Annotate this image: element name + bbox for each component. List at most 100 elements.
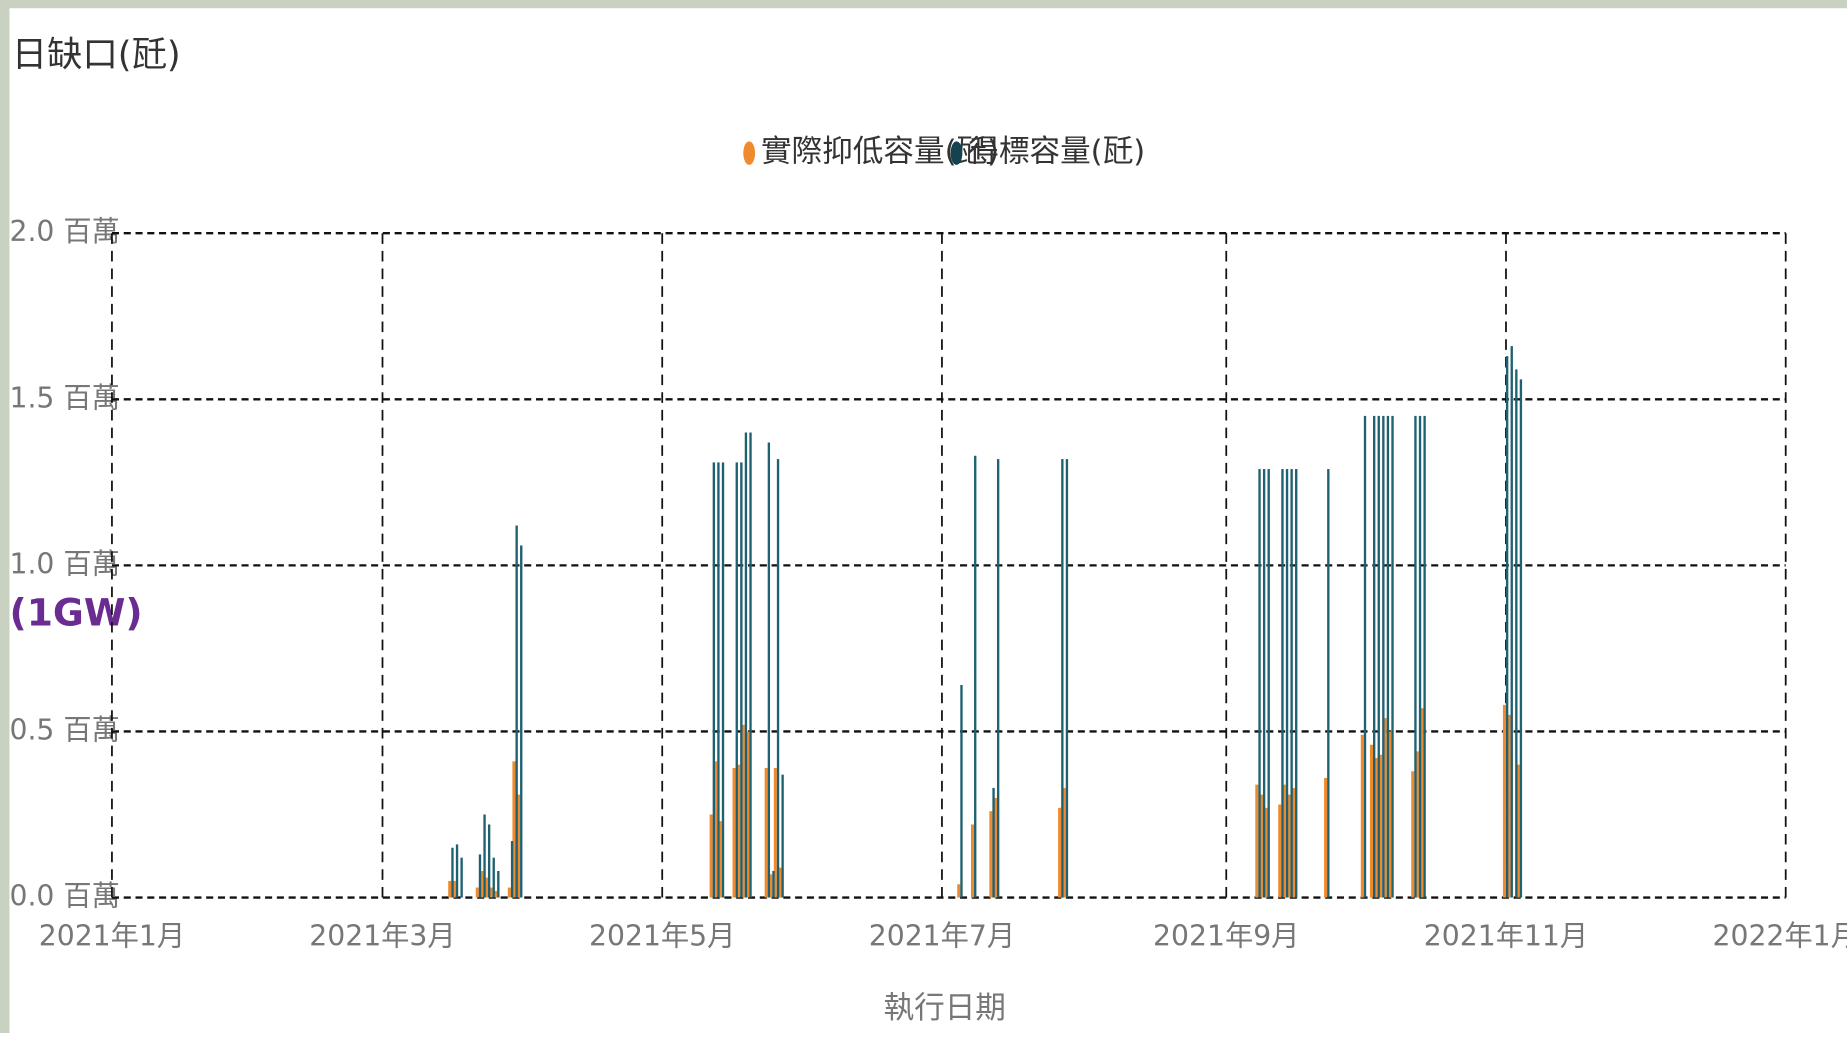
bar	[781, 774, 784, 898]
bar	[494, 890, 498, 898]
bar	[1295, 469, 1298, 898]
legend-label: 實際抑低容量(瓩)	[761, 135, 999, 170]
bar	[1290, 469, 1293, 898]
y-tick-label: 1.0 百萬	[9, 547, 119, 580]
bar	[974, 455, 977, 898]
bar	[1369, 744, 1373, 898]
bar	[1377, 415, 1380, 898]
bar	[451, 847, 454, 898]
bar	[1360, 734, 1364, 898]
x-tick-label: 2021年1月	[39, 920, 185, 953]
y-tick-label: 1.5 百萬	[9, 381, 119, 414]
bar	[1255, 784, 1259, 898]
bar	[1327, 469, 1330, 898]
panel	[9, 8, 1847, 1034]
legend-marker	[743, 141, 756, 165]
bar	[714, 761, 718, 898]
bar	[1388, 731, 1392, 898]
bar	[996, 459, 1000, 898]
bar	[970, 824, 975, 898]
x-tick-label: 2021年3月	[309, 920, 455, 953]
annotation: (1GW)	[9, 590, 142, 634]
bar	[1291, 787, 1296, 898]
bar	[484, 877, 488, 898]
bar	[517, 794, 521, 898]
bar	[1516, 764, 1520, 898]
bar	[460, 857, 463, 898]
bar	[1363, 415, 1367, 898]
bar	[1258, 469, 1261, 898]
bar	[1282, 784, 1286, 898]
bar	[772, 870, 775, 898]
bar	[1391, 415, 1394, 898]
bar	[769, 874, 773, 898]
bar	[989, 811, 993, 898]
bar	[507, 887, 511, 898]
y-tick-label: 0.0 百萬	[9, 880, 119, 913]
bar	[452, 880, 456, 898]
bar	[1414, 415, 1417, 898]
bar	[455, 844, 459, 898]
x-tick-label: 2021年11月	[1424, 920, 1588, 953]
bar	[992, 787, 995, 898]
bar	[487, 824, 491, 898]
bar	[767, 442, 771, 898]
bar	[712, 462, 716, 898]
bar	[740, 462, 743, 898]
chart-title: 日缺口(瓩)	[12, 35, 181, 76]
bar	[515, 525, 518, 898]
bar	[1259, 794, 1263, 898]
bar	[448, 880, 452, 898]
bar	[1374, 758, 1378, 898]
bar	[717, 462, 720, 898]
bar	[1420, 708, 1424, 898]
bar	[1510, 346, 1513, 898]
bar	[475, 887, 479, 898]
bar	[1505, 356, 1509, 898]
bar	[512, 761, 516, 898]
bar	[735, 462, 738, 898]
bar	[1519, 379, 1523, 898]
bar	[1379, 754, 1383, 898]
bar	[960, 684, 963, 898]
bar	[1262, 469, 1266, 898]
bar	[749, 432, 752, 898]
bar	[480, 870, 484, 898]
x-tick-label: 2021年5月	[589, 920, 735, 953]
bar	[489, 887, 493, 898]
bar	[1285, 469, 1289, 898]
bar	[1061, 459, 1064, 898]
bar	[1267, 469, 1270, 898]
bar	[993, 797, 997, 898]
bar	[492, 857, 495, 898]
bar	[1278, 804, 1282, 898]
bar	[1062, 787, 1066, 898]
bar	[957, 884, 961, 898]
bar	[741, 724, 745, 898]
bar	[1383, 718, 1387, 898]
bar	[1423, 415, 1426, 898]
bar	[773, 768, 777, 898]
bar	[778, 867, 782, 898]
bar	[497, 870, 500, 898]
bar	[520, 545, 523, 898]
bar	[744, 432, 748, 898]
bar	[1502, 704, 1506, 898]
bar	[764, 768, 768, 898]
bar	[1058, 807, 1062, 898]
bar	[737, 764, 741, 898]
bar	[1507, 714, 1511, 898]
x-tick-label: 2022年1月	[1713, 920, 1847, 953]
y-tick-label: 2.0 百萬	[9, 215, 119, 248]
bar	[1418, 415, 1422, 898]
bar	[776, 459, 780, 898]
legend-marker	[950, 141, 963, 165]
bar	[1264, 807, 1268, 898]
bar	[1281, 469, 1284, 898]
bar	[1065, 459, 1069, 898]
x-axis-label: 執行日期	[883, 991, 1005, 1026]
y-tick-label: 0.5 百萬	[9, 713, 119, 746]
bar	[1287, 794, 1291, 898]
x-tick-label: 2021年7月	[869, 920, 1015, 953]
